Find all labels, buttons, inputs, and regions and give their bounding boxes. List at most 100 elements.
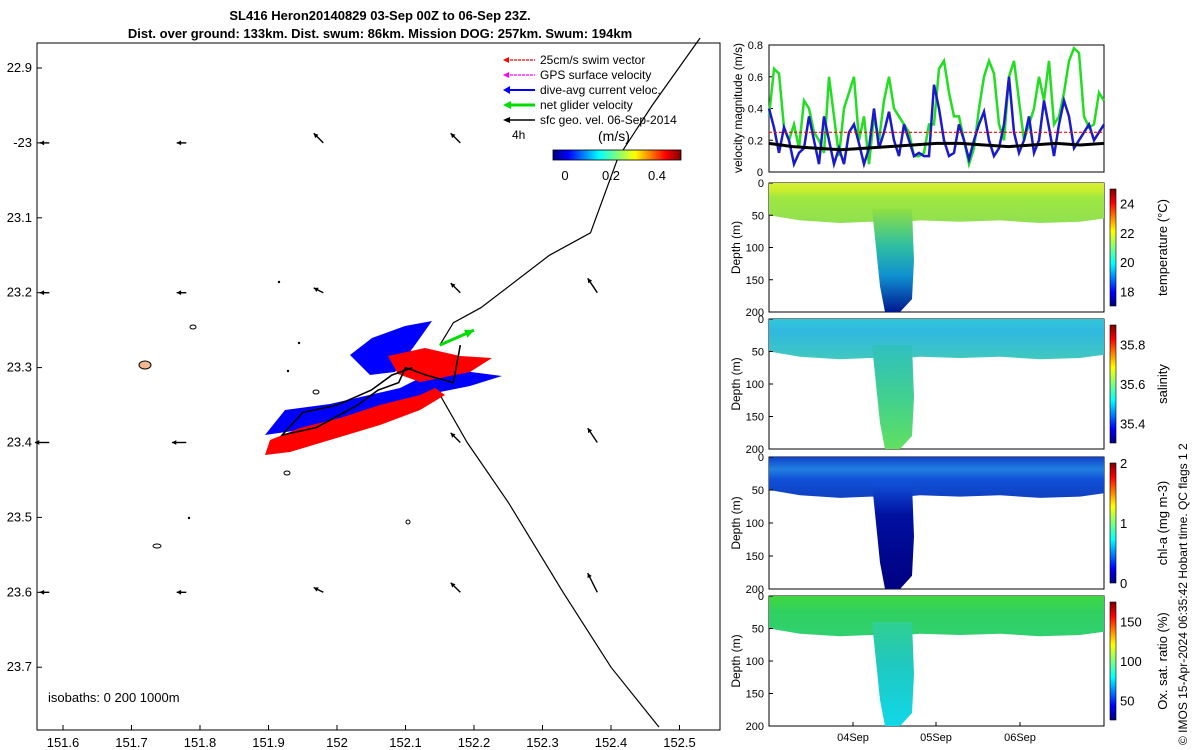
sfc-geo-vector-head [176,140,182,146]
map-x-tick-label: 152.4 [595,735,628,750]
legend-label: dive-avg current veloc. [540,83,661,97]
legend-swatch [503,101,535,109]
section-x-tick-label: 04Sep [837,732,869,744]
sfc-geo-vector-head [313,287,319,293]
legend-swim-vector: 25cm/s swim vector [503,53,677,68]
section-panel-4: Depth (m) 0 50 100 150 200 150 100 50 Ox. sat. ra… [729,591,1170,744]
map-y-tick-label: 23.3 [7,360,32,375]
velocity-series-dive-avg-current-speed [767,76,1106,170]
isobath-contour [277,280,281,284]
net-glider-velocity-arrow [439,328,475,347]
map-legend: 25cm/s swim vector GPS surface velocity … [503,53,677,128]
isobath-contour [138,360,152,370]
map-x-tick-label: 152.1 [389,735,422,750]
section-colorbar-tick-label: 50 [1120,693,1134,708]
section-y-label: Depth (m) [729,496,743,549]
isobath-contour [152,543,162,549]
figure-title-line2: Dist. over ground: 133km. Dist. swum: 86… [127,26,633,41]
imos-credit: © IMOS 15-Apr-2024 06:35:42 Hobart time.… [1176,443,1190,745]
section-y-tick-label: 200 [746,584,764,596]
shelf-edge-isobath [432,382,660,728]
sfc-geo-velocity-vectors [34,132,598,595]
section-colorbar-tick-label: 2 [1120,456,1127,471]
velocity-y-tick-label: 0.2 [748,135,763,147]
section-y-label: Depth (m) [729,634,743,687]
section-colorbar-tick-label: 100 [1120,654,1142,669]
map-y-tick-label: 23.1 [7,210,32,225]
map-x-tick-label: 151.7 [115,735,148,750]
map-panel: 151.6 151.7 151.8 151.9 152 152.1 152.2 152.3 15… [7,37,721,750]
speed-colorbar-title: (m/s) [598,128,630,144]
isobaths-label: isobaths: 0 200 1000m [48,690,180,705]
isobath-contour [297,341,301,345]
section-panel-3: Depth (m) 0 50 100 150 200 2 1 0 chl-a (mg m-3) [729,452,1170,596]
velocity-panel: 0 0.2 0.4 0.6 0.8 velocity magnitude (m/s) [731,40,1106,179]
section-y-tick-label: 100 [746,656,764,668]
section-y-tick-label: 100 [746,379,764,391]
section-y-tick-label: 150 [746,689,764,701]
section-colorbar [1109,601,1117,721]
legend-swatch [503,57,535,63]
legend-label: sfc geo. vel. 06-Sep-2014 [540,113,677,127]
isobath-contour [286,369,290,373]
section-colorbar-tick-label: 20 [1120,255,1134,270]
legend-sfc-geo-velocity: sfc geo. vel. 06-Sep-2014 [503,113,677,128]
map-x-tick-label: 152.2 [458,735,491,750]
section-colorbar-tick-label: 0 [1120,576,1127,591]
section-y-tick-label: 50 [752,485,764,497]
legend-gps-velocity: GPS surface velocity [503,68,677,83]
legend-label: 25cm/s swim vector [540,53,646,67]
isobath-contour [283,470,291,476]
velocity-y-tick-label: 0.6 [748,72,763,84]
map-x-tick-label: 151.8 [184,735,217,750]
section-dip [872,622,914,726]
section-y-label: Depth (m) [729,357,743,410]
section-field [769,596,1104,637]
section-dip [872,483,914,589]
section-colorbar [1109,188,1117,307]
map-y-tick-label: -23 [13,135,32,150]
legend-swatch [503,72,535,78]
section-field [769,457,1104,498]
scale-label-4h: 4h [512,128,526,142]
speed-colorbar-tick-label: 0 [561,168,568,183]
section-colorbar-tick-label: 22 [1120,226,1134,241]
sfc-geo-vector-head [171,440,177,445]
section-colorbar-tick-label: 35.4 [1120,416,1145,431]
sfc-geo-vector-head [176,290,182,296]
speed-colorbar-tick-label: 0.2 [602,168,620,183]
sfc-geo-vector-head [39,290,45,296]
isobath-contour [187,516,191,520]
map-x-ticks: 151.6 151.7 151.8 151.9 152 152.1 152.2 152.3 15… [47,725,696,750]
section-y-tick-label: 150 [746,551,764,563]
map-y-tick-label: 23.6 [7,584,32,599]
section-panel-1: Depth (m) 0 50 100 150 200 24 22 20 18 temperature… [729,178,1170,319]
section-y-tick-label: 150 [746,412,764,424]
current-vector-swarm [265,321,502,455]
velocity-y-ticks: 0 0.2 0.4 0.6 0.8 [748,40,773,179]
glider-track [279,344,462,437]
sfc-geo-vector-head [39,589,45,595]
section-colorbar-label: chl-a (mg m-3) [1155,481,1170,566]
section-y-tick-label: 50 [752,347,764,359]
map-x-tick-label: 152.3 [526,735,559,750]
section-colorbar-tick-label: 35.8 [1120,338,1145,353]
sfc-geo-vector-head [39,140,45,146]
section-y-tick-label: 50 [752,210,764,222]
section-y-tick-label: 50 [752,624,764,636]
section-colorbar-tick-label: 18 [1120,284,1134,299]
legend-swatch [503,117,535,123]
section-colorbar [1109,462,1117,584]
sfc-geo-vector-head [587,573,592,579]
speed-colorbar-ticks: 0 0.2 0.4 [561,168,666,183]
sfc-geo-vector-head [587,278,593,284]
section-y-tick-label: 0 [758,178,764,190]
section-colorbar-label: temperature (°C) [1155,199,1170,296]
section-y-tick-label: 100 [746,243,764,255]
legend-dive-avg-current: dive-avg current veloc. [503,83,677,98]
legend-swatch [503,86,535,94]
speed-colorbar-tick-label: 0.4 [648,168,666,183]
map-y-tick-label: 22.9 [7,60,32,75]
